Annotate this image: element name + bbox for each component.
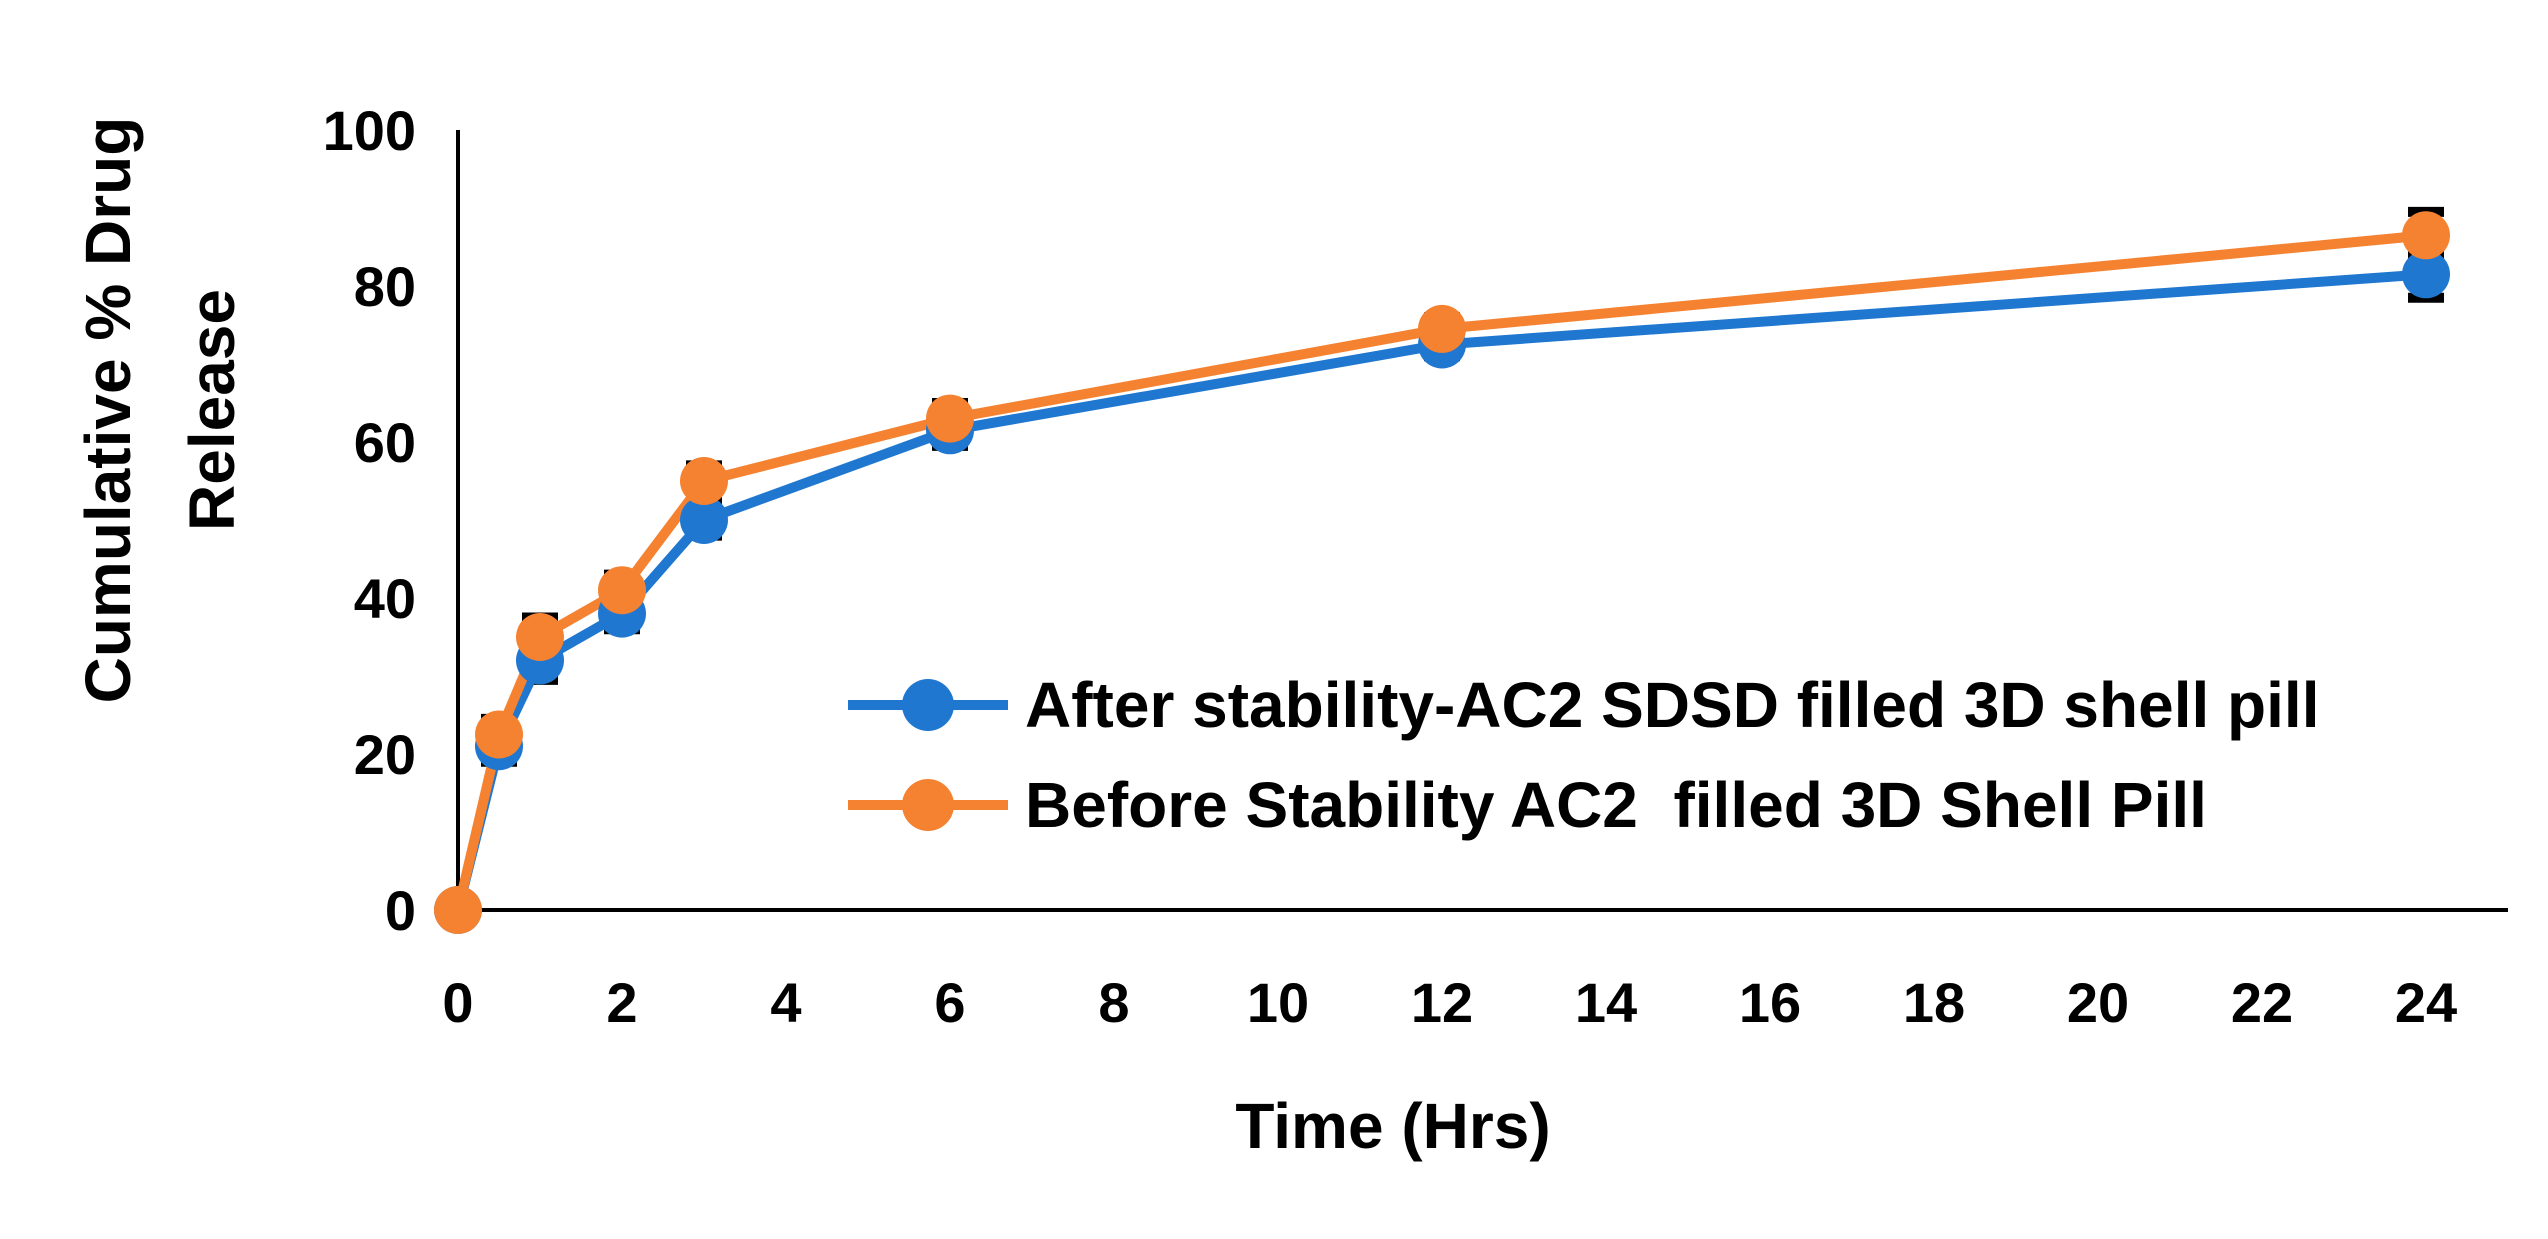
y-tick-label: 20: [354, 723, 416, 786]
data-point-series-1: [2402, 211, 2450, 260]
x-tick-label: 18: [1903, 971, 1965, 1034]
x-tick-label: 24: [2395, 971, 2457, 1034]
x-tick-label: 10: [1247, 971, 1309, 1034]
y-tick-label: 0: [385, 879, 416, 942]
legend-swatch-marker: [902, 679, 954, 731]
data-point-series-1: [1418, 304, 1466, 353]
data-point-series-1: [475, 710, 523, 759]
data-point-series-1: [516, 613, 564, 661]
data-point-series-1: [926, 394, 974, 443]
y-tick-label: 100: [323, 99, 416, 162]
x-tick-label: 20: [2067, 971, 2129, 1034]
axes: [456, 130, 2508, 912]
x-tick-label: 16: [1739, 971, 1801, 1034]
y-tick-label: 40: [354, 567, 416, 630]
x-tick-label: 2: [606, 971, 637, 1034]
x-tick-label: 22: [2231, 971, 2293, 1034]
x-tick-label: 6: [934, 971, 965, 1034]
x-tick-label: 4: [770, 971, 801, 1034]
data-point-series-1: [680, 457, 728, 505]
series-points: [434, 211, 2450, 934]
x-tick-label: 0: [442, 971, 473, 1034]
legend-label-after-stability: After stability-AC2 SDSD filled 3D shell…: [1025, 669, 2319, 741]
y-axis-title-line-1: Cumulative % Drug: [72, 117, 144, 704]
legend-entry-after-stability: After stability-AC2 SDSD filled 3D shell…: [848, 669, 2319, 741]
y-axis-title-line-2: Release: [176, 289, 248, 531]
x-tick-label: 14: [1575, 971, 1637, 1034]
y-tick-label: 80: [354, 255, 416, 318]
legend: After stability-AC2 SDSD filled 3D shell…: [848, 669, 2319, 841]
x-tick-label: 8: [1098, 971, 1129, 1034]
data-point-series-0: [2402, 250, 2450, 299]
x-tick-label: 12: [1411, 971, 1473, 1034]
legend-swatch-marker: [902, 779, 954, 831]
y-axis-title: Cumulative % Drug Release: [72, 117, 248, 704]
y-tick-label: 60: [354, 411, 416, 474]
x-tick-labels: 0 2 4 6 8 10 12 14 16 18 20 22 24: [442, 971, 2457, 1034]
data-point-series-0: [680, 496, 728, 544]
data-point-series-1: [434, 886, 482, 934]
data-point-series-1: [598, 566, 646, 615]
legend-entry-before-stability: Before Stability AC2 filled 3D Shell Pil…: [848, 769, 2207, 841]
legend-label-before-stability: Before Stability AC2 filled 3D Shell Pil…: [1025, 769, 2207, 841]
y-tick-labels: 0 20 40 60 80 100: [323, 99, 416, 942]
x-axis-title: Time (Hrs): [1235, 1090, 1550, 1162]
